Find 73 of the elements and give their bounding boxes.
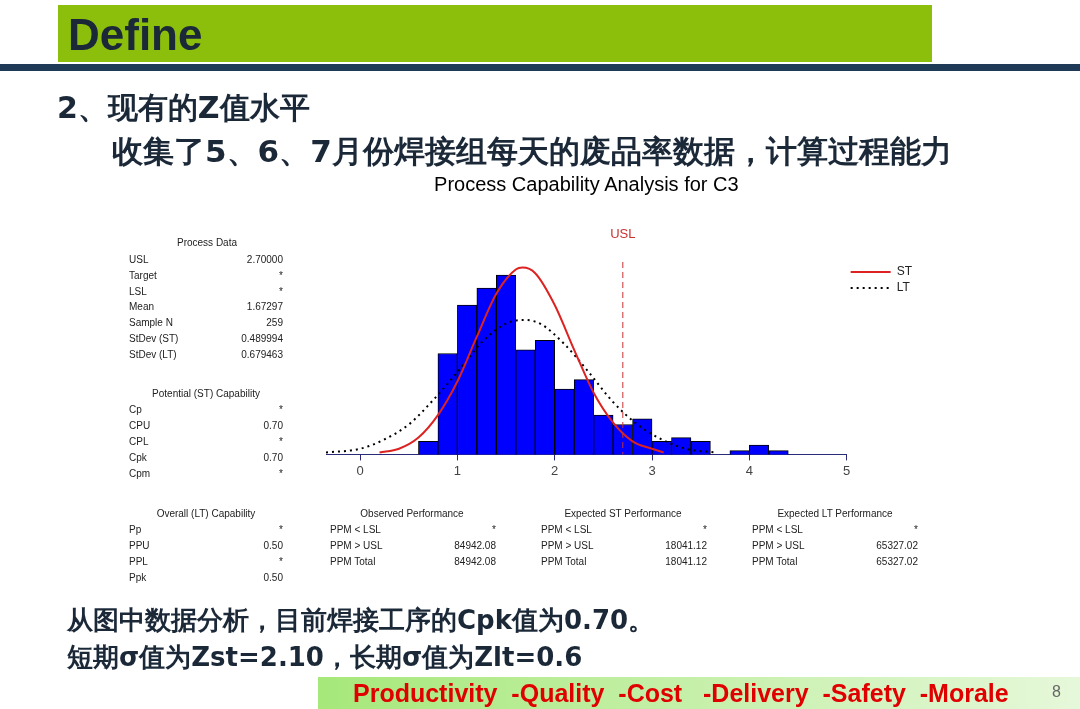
- text: *: [703, 523, 707, 535]
- text: 8: [1052, 683, 1061, 701]
- legend-label: LT: [896, 280, 911, 295]
- text: Cpk: [129, 451, 147, 463]
- x-tick-label: 4: [745, 462, 753, 478]
- ref-line-label: USL: [610, 225, 636, 241]
- text: Overall (LT) Capability: [156, 507, 256, 519]
- text: Ppk: [129, 571, 147, 583]
- text: *: [279, 269, 283, 281]
- text: PPM < LSL: [752, 523, 803, 535]
- text: *: [279, 467, 283, 479]
- text: CPL: [129, 435, 149, 447]
- text: Observed Performance: [360, 507, 464, 519]
- text: 259: [266, 316, 283, 328]
- text: 0.679463: [241, 348, 283, 360]
- legend-label: ST: [896, 264, 913, 279]
- text: 65327.02: [876, 555, 918, 567]
- text: USL: [129, 253, 149, 265]
- x-tick-label: 3: [648, 462, 656, 478]
- text: Process Data: [176, 236, 238, 248]
- text: LSL: [129, 285, 147, 297]
- text: Cpm: [129, 467, 151, 479]
- text: Pp: [129, 523, 142, 535]
- text: 短期σ值为Zst=2.10，长期σ值为Zlt=0.6: [67, 640, 583, 674]
- text: CPU: [129, 419, 151, 431]
- text: 65327.02: [876, 539, 918, 551]
- text: 0.50: [263, 539, 283, 551]
- text: 18041.12: [665, 555, 707, 567]
- x-tick-label: 5: [843, 462, 851, 478]
- text: 收集了5、6、7月份焊接组每天的废品率数据，计算过程能力: [112, 132, 952, 171]
- text: PPM > USL: [330, 539, 383, 551]
- text: PPM Total: [541, 555, 587, 567]
- x-tick-label: 2: [551, 462, 559, 478]
- text: PPL: [129, 555, 148, 567]
- text: 0.50: [263, 571, 283, 583]
- text: Expected LT Performance: [777, 507, 893, 519]
- text: 从图中数据分析，目前焊接工序的Cpk值为0.70。: [67, 603, 655, 637]
- chart-title: Process Capability Analysis for C3: [434, 172, 739, 195]
- text: *: [492, 523, 496, 535]
- text: Potential (ST) Capability: [152, 387, 260, 399]
- text: 84942.08: [454, 555, 496, 567]
- text: *: [279, 435, 283, 447]
- text: PPM > USL: [541, 539, 594, 551]
- text: Mean: [129, 300, 155, 312]
- text: 18041.12: [665, 539, 707, 551]
- text: Sample N: [129, 316, 173, 328]
- x-tick-label: 1: [453, 462, 461, 478]
- text: 2.70000: [246, 253, 283, 265]
- text: 0.70: [263, 451, 283, 463]
- text: 0.489994: [241, 332, 283, 344]
- text: 84942.08: [454, 539, 496, 551]
- text: *: [914, 523, 918, 535]
- text: 2、现有的Z值水平: [57, 88, 310, 127]
- text: StDev (ST): [129, 332, 179, 344]
- text: PPM Total: [330, 555, 376, 567]
- text: Target: [129, 269, 157, 281]
- text: 1.67297: [246, 300, 283, 312]
- text: *: [279, 523, 283, 535]
- text: PPU: [129, 539, 150, 551]
- text: PPM Total: [752, 555, 798, 567]
- text: PPM < LSL: [330, 523, 381, 535]
- text: 0.70: [263, 419, 283, 431]
- text: PPM < LSL: [541, 523, 592, 535]
- text: Define: [68, 10, 203, 60]
- text: Expected ST Performance: [564, 507, 682, 519]
- text: StDev (LT): [129, 348, 177, 360]
- x-tick-label: 0: [356, 462, 364, 478]
- text: Productivity -Quality -Cost -Delivery -Safety -Morale: [353, 678, 1009, 708]
- text: PPM > USL: [752, 539, 805, 551]
- text: Cp: [129, 403, 142, 415]
- text: *: [279, 555, 283, 567]
- text: *: [279, 285, 283, 297]
- text: *: [279, 403, 283, 415]
